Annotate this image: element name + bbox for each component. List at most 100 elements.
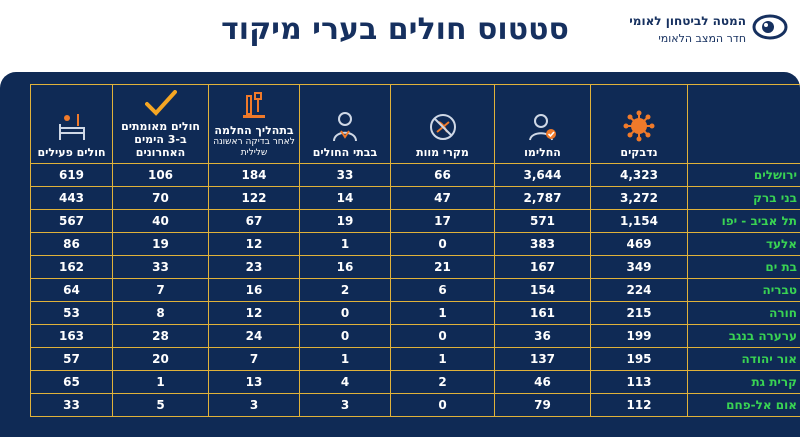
table-row: חורה 215 161 1 0 12 8 53 <box>30 301 800 325</box>
value-cell: 4,323 <box>590 163 688 187</box>
value-cell: 106 <box>112 163 209 187</box>
value-cell: 0 <box>299 324 391 348</box>
value-cell: 1 <box>390 301 495 325</box>
column-label: מקרי מוות <box>416 146 469 159</box>
value-cell: 122 <box>208 186 300 210</box>
virus-icon <box>623 110 655 142</box>
value-cell: 86 <box>30 232 113 256</box>
column-header-recovering: בתהליך החלמה לאחר בדיקה ראשונה שלילית <box>208 84 300 164</box>
column-label: החלימו <box>524 146 561 159</box>
city-cell: בת ים <box>687 255 800 279</box>
value-cell: 113 <box>590 370 688 394</box>
value-cell: 2 <box>299 278 391 302</box>
value-cell: 12 <box>208 301 300 325</box>
column-header-deaths: מקרי מוות <box>390 84 495 164</box>
value-cell: 161 <box>494 301 591 325</box>
value-cell: 2 <box>390 370 495 394</box>
value-cell: 567 <box>30 209 113 233</box>
value-cell: 1 <box>390 347 495 371</box>
value-cell: 36 <box>494 324 591 348</box>
column-header-recovered: החלימו <box>494 84 591 164</box>
header-row: נדבקים החלימו מקרי מוות <box>30 84 800 164</box>
value-cell: 1 <box>299 347 391 371</box>
column-label: נדבקים <box>620 146 658 159</box>
value-cell: 6 <box>390 278 495 302</box>
value-cell: 167 <box>494 255 591 279</box>
table-row: תל אביב - יפו 1,154 571 17 19 67 40 567 <box>30 209 800 233</box>
value-cell: 3,644 <box>494 163 591 187</box>
city-cell: בני ברק <box>687 186 800 210</box>
value-cell: 64 <box>30 278 113 302</box>
lab-test-icon <box>243 92 265 118</box>
column-sublabel: לאחר בדיקה ראשונה שלילית <box>213 137 295 158</box>
table-row: בני ברק 3,272 2,787 47 14 122 70 443 <box>30 186 800 210</box>
value-cell: 0 <box>390 324 495 348</box>
value-cell: 33 <box>30 393 113 417</box>
value-cell: 19 <box>299 209 391 233</box>
value-cell: 3 <box>208 393 300 417</box>
value-cell: 383 <box>494 232 591 256</box>
city-cell: טבריה <box>687 278 800 302</box>
value-cell: 21 <box>390 255 495 279</box>
value-cell: 195 <box>590 347 688 371</box>
org-name: המטה לביטחון לאומי <box>629 14 746 28</box>
value-cell: 33 <box>112 255 209 279</box>
doctor-icon <box>333 112 357 142</box>
value-cell: 163 <box>30 324 113 348</box>
value-cell: 0 <box>390 232 495 256</box>
value-cell: 619 <box>30 163 113 187</box>
table-row: ערערה בנגב 199 36 0 0 24 28 163 <box>30 324 800 348</box>
value-cell: 1,154 <box>590 209 688 233</box>
value-cell: 67 <box>208 209 300 233</box>
value-cell: 184 <box>208 163 300 187</box>
value-cell: 66 <box>390 163 495 187</box>
city-cell: ערערה בנגב <box>687 324 800 348</box>
value-cell: 162 <box>30 255 113 279</box>
city-column-header <box>687 84 800 164</box>
column-header-active: חולים פעילים <box>30 84 113 164</box>
value-cell: 19 <box>112 232 209 256</box>
value-cell: 215 <box>590 301 688 325</box>
value-cell: 137 <box>494 347 591 371</box>
header: סטטוס חולים בערי מיקוד המטה לביטחון לאומ… <box>0 0 800 60</box>
column-label: חולים פעילים <box>37 146 106 159</box>
table-row: אלעד 469 383 0 1 12 19 86 <box>30 232 800 256</box>
value-cell: 199 <box>590 324 688 348</box>
value-cell: 3 <box>299 393 391 417</box>
table-row: אור יהודה 195 137 1 1 7 20 57 <box>30 347 800 371</box>
value-cell: 40 <box>112 209 209 233</box>
patient-bed-icon <box>58 114 85 140</box>
table-row: קרית גת 113 46 2 4 13 1 65 <box>30 370 800 394</box>
value-cell: 17 <box>390 209 495 233</box>
value-cell: 16 <box>299 255 391 279</box>
value-cell: 33 <box>299 163 391 187</box>
value-cell: 16 <box>208 278 300 302</box>
city-cell: אלעד <box>687 232 800 256</box>
value-cell: 2,787 <box>494 186 591 210</box>
value-cell: 4 <box>299 370 391 394</box>
value-cell: 47 <box>390 186 495 210</box>
value-cell: 7 <box>112 278 209 302</box>
value-cell: 70 <box>112 186 209 210</box>
value-cell: 1 <box>112 370 209 394</box>
value-cell: 8 <box>112 301 209 325</box>
value-cell: 3,272 <box>590 186 688 210</box>
value-cell: 12 <box>208 232 300 256</box>
column-header-confirmed-3-days: חולים מאומתים ב-3 הימים האחרונים <box>112 84 209 164</box>
city-cell: אום אל-פחם <box>687 393 800 417</box>
value-cell: 571 <box>494 209 591 233</box>
value-cell: 13 <box>208 370 300 394</box>
value-cell: 57 <box>30 347 113 371</box>
value-cell: 5 <box>112 393 209 417</box>
value-cell: 24 <box>208 324 300 348</box>
value-cell: 224 <box>590 278 688 302</box>
table-row: אום אל-פחם 112 79 0 3 3 5 33 <box>30 393 800 417</box>
value-cell: 0 <box>390 393 495 417</box>
city-cell: אור יהודה <box>687 347 800 371</box>
value-cell: 28 <box>112 324 209 348</box>
value-cell: 443 <box>30 186 113 210</box>
city-cell: תל אביב - יפו <box>687 209 800 233</box>
city-cell: ירושלים <box>687 163 800 187</box>
value-cell: 20 <box>112 347 209 371</box>
value-cell: 1 <box>299 232 391 256</box>
